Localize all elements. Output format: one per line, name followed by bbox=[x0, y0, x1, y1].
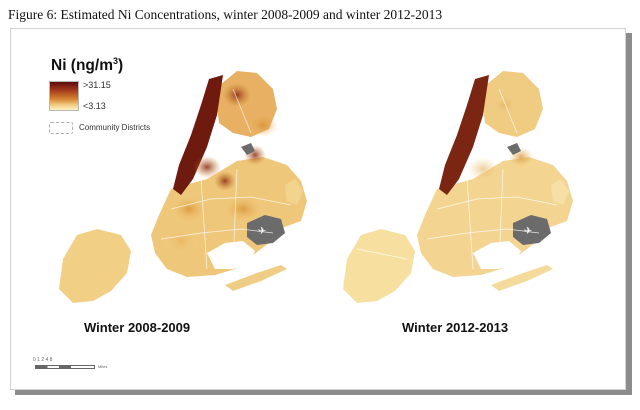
rockaway bbox=[225, 265, 287, 291]
map-label-2008-2009: Winter 2008-2009 bbox=[84, 320, 191, 335]
hotspot bbox=[214, 171, 236, 191]
nassau-fragment bbox=[551, 179, 569, 205]
hotspot bbox=[173, 197, 205, 221]
hotspot bbox=[193, 156, 221, 178]
jamaica-bay bbox=[207, 241, 255, 269]
nassau-fragment bbox=[285, 179, 303, 205]
community-district-boundaries bbox=[356, 88, 558, 270]
hotspot bbox=[249, 113, 277, 137]
rockaway bbox=[491, 265, 553, 291]
manhattan bbox=[439, 75, 489, 195]
map-winter-2008-2009: ✈ bbox=[59, 71, 307, 303]
figure-title: Figure 6: Estimated Ni Concentrations, w… bbox=[8, 7, 443, 22]
map-panel: ✈ bbox=[10, 28, 626, 390]
legend-low-label: <3.13 bbox=[83, 101, 106, 111]
hotspot bbox=[225, 197, 261, 221]
staten-island bbox=[343, 229, 415, 303]
maps-canvas: ✈ bbox=[59, 71, 573, 303]
airport-jfk bbox=[247, 215, 285, 245]
scale-bar-ticks: 0 1 2 4 8 bbox=[33, 357, 53, 363]
community-district-boundaries bbox=[160, 88, 292, 270]
hotspot bbox=[223, 83, 251, 107]
airport-lga bbox=[241, 143, 255, 155]
scale-bar-unit: Miles bbox=[98, 364, 108, 369]
hotspot bbox=[491, 93, 519, 117]
legend-districts-swatch bbox=[49, 122, 73, 134]
manhattan bbox=[173, 75, 223, 195]
airport-jfk bbox=[513, 215, 551, 245]
map-label-2012-2013: Winter 2012-2013 bbox=[402, 320, 509, 335]
staten-island bbox=[59, 229, 131, 303]
hotspot bbox=[163, 227, 199, 255]
jamaica-bay bbox=[473, 241, 521, 269]
hotspot bbox=[467, 157, 499, 181]
legend-title: Ni (ng/m3) bbox=[51, 56, 124, 75]
legend-color-ramp bbox=[49, 81, 79, 111]
map-winter-2012-2013: ✈ bbox=[343, 71, 573, 303]
legend-high-label: >31.15 bbox=[83, 80, 111, 90]
brooklyn-queens bbox=[417, 157, 573, 277]
airport-lga bbox=[507, 143, 521, 155]
legend-districts-label: Community Districts bbox=[79, 123, 151, 132]
scale-bar-graphic bbox=[35, 365, 95, 369]
